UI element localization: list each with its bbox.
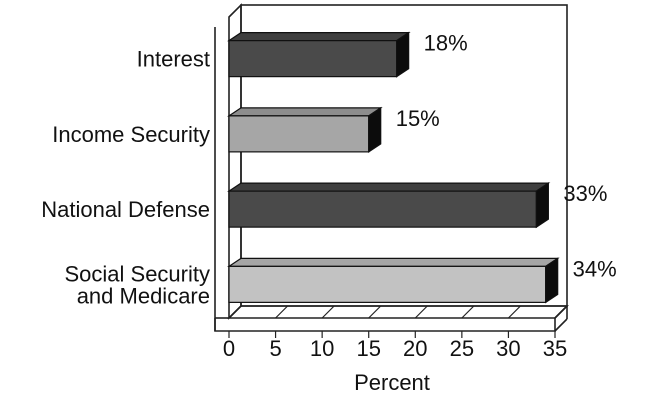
bars: 18% 15% 33% 34% — [227, 31, 617, 304]
data-label: 33% — [563, 181, 607, 206]
data-label: 34% — [573, 256, 617, 281]
bar-front-face — [228, 190, 537, 228]
bar: 15% — [227, 106, 440, 153]
bar-top-face — [227, 257, 560, 267]
x-axis-ticks: 0 5 10 15 20 25 30 35 — [223, 336, 567, 361]
floor-side-bottom — [554, 318, 568, 332]
bar: 34% — [227, 256, 617, 304]
floor-grid-line — [275, 305, 288, 319]
bar-front-face — [228, 115, 370, 153]
category-label: Interest — [137, 47, 210, 72]
x-tick-label: 0 — [223, 336, 235, 361]
bar-front-face — [228, 40, 398, 78]
data-label: 15% — [396, 106, 440, 131]
x-tick-label: 35 — [543, 336, 567, 361]
category-labels: Interest Income Security National Defense S… — [41, 47, 210, 309]
bar-top-face — [227, 32, 411, 42]
bar-end-face — [396, 31, 410, 78]
bar-end-face — [368, 106, 382, 153]
x-tick-label: 20 — [403, 336, 427, 361]
bar-end-face — [535, 182, 549, 229]
bar-front-face — [228, 265, 547, 303]
x-tick-label: 5 — [269, 336, 281, 361]
category-label: and Medicare — [77, 283, 210, 308]
floor-grid-line — [321, 305, 335, 319]
floor-grid-line — [368, 305, 382, 319]
bar: 33% — [227, 181, 607, 229]
x-tick-label: 25 — [450, 336, 474, 361]
floor-grid-line — [414, 305, 428, 319]
floor-grid-line — [508, 305, 521, 319]
floor-grid-line — [554, 305, 568, 319]
floor-base — [214, 318, 556, 332]
bar-end-face — [545, 257, 559, 304]
floor — [227, 305, 569, 319]
x-tick-label: 10 — [310, 336, 334, 361]
category-label: National Defense — [41, 197, 210, 222]
category-label: Social Security — [64, 261, 210, 286]
floor-grid-line — [461, 305, 475, 319]
bar-top-face — [227, 182, 551, 192]
data-label: 18% — [424, 31, 468, 56]
x-tick-label: 15 — [356, 336, 380, 361]
category-label: Income Security — [52, 122, 210, 147]
x-tick-label: 30 — [496, 336, 520, 361]
floor-grid-line — [228, 305, 242, 319]
x-axis-title: Percent — [354, 370, 430, 393]
bar-top-face — [227, 107, 383, 117]
bar: 18% — [227, 31, 468, 78]
